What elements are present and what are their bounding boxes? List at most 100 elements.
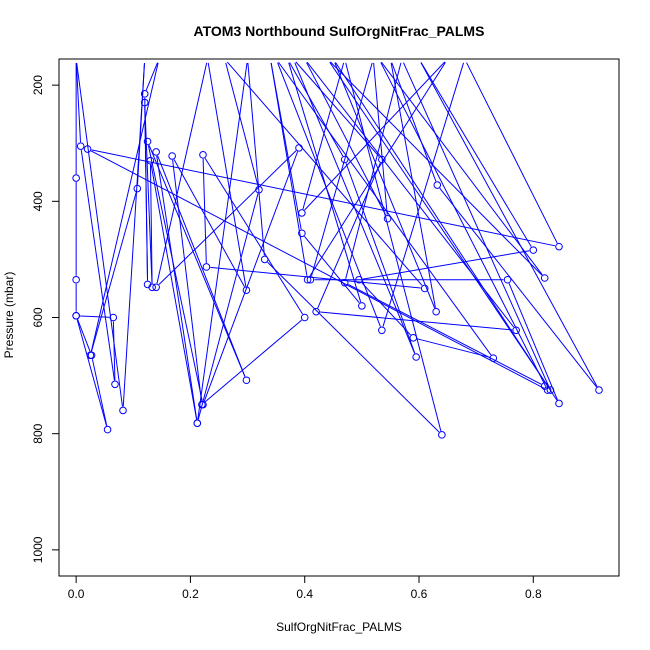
series-segment (417, 338, 490, 358)
series-segment (508, 283, 558, 400)
data-point (378, 155, 386, 164)
data-point (340, 278, 349, 287)
data-point (358, 302, 366, 310)
series-segment (306, 62, 387, 216)
data-point (133, 184, 142, 193)
series-segment (207, 62, 247, 287)
series-segment (157, 155, 246, 377)
series-segment (225, 62, 259, 186)
series-segment (197, 62, 248, 420)
series-segment (149, 164, 153, 284)
data-point (202, 263, 211, 271)
data-point (383, 214, 392, 223)
y-axis: 200 400 600 800 1000 (31, 75, 60, 563)
series-segment (311, 62, 373, 277)
data-point (242, 286, 251, 295)
data-point (409, 334, 418, 342)
data-point (420, 284, 429, 293)
data-point (412, 353, 420, 361)
data-point (199, 151, 207, 159)
y-tick-label: 400 (31, 191, 45, 211)
plot-frame (58, 58, 620, 577)
series-segment (373, 62, 388, 215)
series-segment (156, 155, 198, 420)
series-segment (203, 151, 299, 402)
chart-title: ATOM3 Northbound SulfOrgNitFrac_PALMS (194, 23, 485, 39)
series-segment (277, 62, 381, 327)
x-tick-label: 0.6 (411, 587, 428, 601)
series-segment (403, 62, 550, 387)
y-tick-label: 600 (31, 307, 45, 327)
series-segment (112, 321, 116, 381)
series-segment (91, 359, 108, 426)
series-segment (80, 150, 115, 381)
series-segment (420, 62, 598, 387)
data-point (152, 283, 160, 292)
series-segment (391, 62, 437, 182)
data-point (152, 148, 160, 156)
series-segment (345, 163, 416, 354)
series-segment (90, 150, 545, 389)
series-segment (302, 62, 345, 210)
x-axis-label: SulfOrgNitFrac_PALMS (276, 620, 402, 634)
series-segment (330, 61, 543, 276)
data-point (140, 90, 149, 98)
data-point (555, 399, 563, 408)
series-segment (210, 266, 421, 289)
y-tick-label: 200 (31, 75, 45, 95)
series-segment (306, 61, 515, 328)
series-segment (158, 150, 297, 285)
series-segment (150, 164, 198, 420)
series-segment (76, 62, 123, 407)
data-point (72, 275, 80, 284)
series-segment (267, 261, 440, 433)
data-point (140, 98, 149, 107)
series-segment (380, 62, 547, 387)
series-segment (381, 61, 543, 276)
series-segment (144, 106, 153, 284)
series-segment (91, 192, 137, 352)
series-segment (348, 284, 542, 385)
series-segment (390, 62, 436, 308)
series-segment (147, 145, 203, 401)
data-point (300, 313, 309, 322)
y-axis-label: Pressure (mbar) (2, 272, 16, 359)
series-segment (80, 315, 110, 318)
data-point (303, 275, 312, 284)
data-point (111, 380, 119, 389)
series-segment (270, 62, 302, 230)
data-point (540, 382, 549, 390)
data-point (255, 185, 263, 194)
series-segment (204, 319, 302, 403)
series-segment (278, 61, 492, 356)
series-segment (362, 250, 530, 280)
data-point (306, 275, 315, 284)
series-segment (91, 149, 556, 247)
data-point (312, 307, 320, 316)
series-segment (148, 144, 246, 377)
data-point (72, 174, 80, 182)
series-segment (247, 62, 265, 256)
x-tick-label: 0.0 (68, 587, 85, 601)
series-segment (294, 62, 416, 354)
data-point (433, 181, 442, 189)
data-point (260, 255, 269, 264)
x-tick-label: 0.4 (296, 587, 313, 601)
data-point (83, 145, 92, 153)
series-segment (304, 61, 446, 211)
data-point (242, 376, 251, 385)
y-tick-label: 1000 (31, 536, 45, 563)
data-point (503, 275, 512, 284)
data-point (168, 152, 176, 160)
data-point (432, 307, 440, 316)
data-point (438, 431, 446, 439)
series-segment (90, 62, 159, 352)
data-point (72, 311, 80, 320)
series-segment (144, 106, 149, 281)
data-point (298, 209, 306, 217)
x-tick-label: 0.8 (525, 587, 542, 601)
series-segment (345, 62, 402, 279)
series-segment (466, 62, 558, 244)
series-segment (145, 62, 158, 91)
